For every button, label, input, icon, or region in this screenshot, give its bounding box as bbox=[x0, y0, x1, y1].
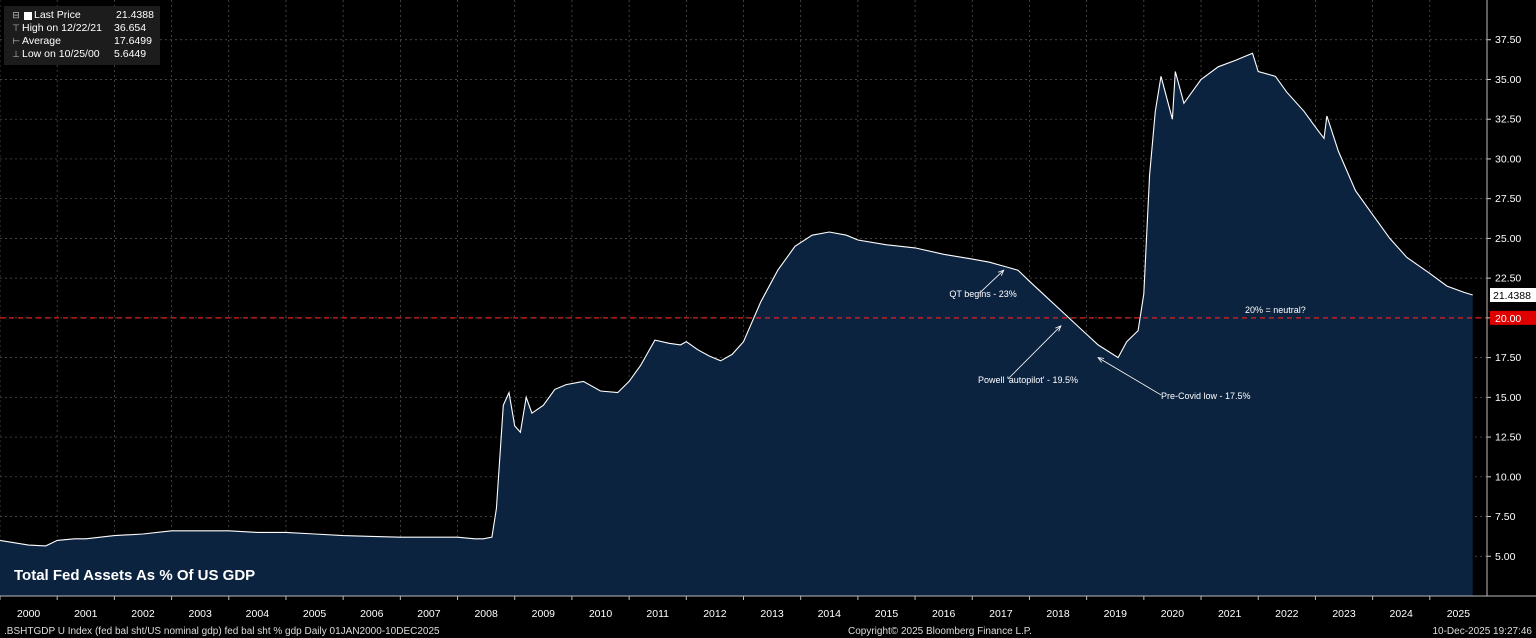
x-tick-label: 2007 bbox=[417, 608, 441, 620]
x-tick-label: 2002 bbox=[131, 608, 155, 620]
annotation-arrow bbox=[979, 269, 1004, 294]
legend-row-low: ⊥ Low on 10/25/00 5.6449 bbox=[10, 48, 154, 61]
x-tick-label: 2013 bbox=[760, 608, 784, 620]
legend-value: 21.4388 bbox=[116, 9, 154, 21]
legend-label: Average bbox=[22, 35, 61, 47]
x-tick-label: 2015 bbox=[875, 608, 899, 620]
x-tick-label: 2006 bbox=[360, 608, 384, 620]
y-tick-label: 32.50 bbox=[1495, 114, 1521, 126]
legend-label: Last Price bbox=[34, 9, 81, 21]
high-marker-icon: ⊤ bbox=[12, 23, 20, 33]
x-tick-label: 2016 bbox=[932, 608, 956, 620]
low-marker-icon: ⊥ bbox=[12, 49, 20, 59]
y-tick-label: 10.00 bbox=[1495, 471, 1521, 483]
x-tick-label: 2018 bbox=[1046, 608, 1070, 620]
x-tick-label: 2017 bbox=[989, 608, 1013, 620]
x-tick-label: 2009 bbox=[532, 608, 556, 620]
y-tick-label: 17.50 bbox=[1495, 352, 1521, 364]
last-price-tag-label: 21.4388 bbox=[1493, 290, 1531, 302]
x-tick-label: 2005 bbox=[303, 608, 327, 620]
y-tick-label: 30.00 bbox=[1495, 153, 1521, 165]
axes: 5.00 7.50 10.00 12.50 15.00 17.50 20.00 22.50 25… bbox=[0, 0, 1536, 620]
x-tick-label: 2023 bbox=[1332, 608, 1356, 620]
footer-security-description: .BSHTGDP U Index (fed bal sht/US nominal… bbox=[4, 626, 440, 637]
y-tick-label: 22.50 bbox=[1495, 273, 1521, 285]
x-tick-label: 2008 bbox=[474, 608, 498, 620]
x-tick-label: 2004 bbox=[246, 608, 270, 620]
legend-value: 17.6499 bbox=[114, 35, 152, 47]
chart-title: Total Fed Assets As % Of US GDP bbox=[14, 567, 256, 584]
footer-bar: .BSHTGDP U Index (fed bal sht/US nominal… bbox=[0, 625, 1536, 638]
annotation-label: Powell 'autopilot' - 19.5% bbox=[978, 375, 1078, 385]
x-tick-label: 2011 bbox=[646, 608, 669, 620]
y-tick-label: 5.00 bbox=[1495, 551, 1516, 563]
x-tick-label: 2025 bbox=[1447, 608, 1471, 620]
annotation-arrowhead bbox=[997, 269, 1005, 276]
reference-tag-label: 20.00 bbox=[1495, 313, 1521, 325]
last-price-tag bbox=[1490, 287, 1536, 302]
legend-label: High on 12/22/21 bbox=[22, 22, 102, 34]
series-area-fill bbox=[0, 53, 1473, 596]
series-line bbox=[0, 52, 1473, 547]
legend-value: 5.6449 bbox=[114, 48, 147, 60]
footer-copyright: Copyright© 2025 Bloomberg Finance L.P. bbox=[848, 626, 1032, 637]
legend-value: 36.654 bbox=[114, 22, 147, 34]
data-area bbox=[0, 52, 1473, 596]
collapse-icon[interactable]: ⊟ bbox=[12, 10, 20, 20]
square-icon bbox=[24, 11, 32, 20]
y-tick-label: 15.00 bbox=[1495, 392, 1521, 404]
x-tick-label: 2000 bbox=[17, 608, 41, 620]
x-tick-label: 2010 bbox=[589, 608, 613, 620]
legend-row-last-price: ⊟ Last Price 21.4388 bbox=[10, 9, 154, 22]
reference-tag bbox=[1490, 310, 1536, 325]
x-tick-label: 2012 bbox=[703, 608, 727, 620]
y-tick-label: 25.00 bbox=[1495, 233, 1521, 245]
legend-row-average: ⊢ Average 17.6499 bbox=[10, 35, 154, 48]
annotation-arrowhead bbox=[1097, 357, 1105, 363]
annotation-label: QT begins - 23% bbox=[949, 289, 1016, 299]
annotation-arrow bbox=[1097, 357, 1162, 396]
annotation-arrow bbox=[1007, 325, 1062, 380]
legend-label: Low on 10/25/00 bbox=[22, 48, 100, 60]
y-tick-label: 37.50 bbox=[1495, 34, 1521, 46]
x-tick-label: 2020 bbox=[1161, 608, 1185, 620]
x-tick-label: 2024 bbox=[1390, 608, 1414, 620]
y-tick-label: 27.50 bbox=[1495, 193, 1521, 205]
annotation-label: Pre-Covid low - 17.5% bbox=[1161, 391, 1251, 401]
y-tick-label: 7.50 bbox=[1495, 511, 1516, 523]
y-tick-label: 35.00 bbox=[1495, 74, 1521, 86]
annotation-label: 20% = neutral? bbox=[1245, 305, 1306, 315]
annotation-arrowhead bbox=[1055, 325, 1062, 332]
x-tick-label: 2014 bbox=[818, 608, 842, 620]
legend-box: ⊟ Last Price 21.4388 ⊤ High on 12/22/21 … bbox=[4, 6, 160, 65]
average-marker-icon: ⊢ bbox=[12, 36, 20, 46]
x-tick-label: 2022 bbox=[1275, 608, 1299, 620]
annotations: QT begins - 23% Powell 'autopilot' - 19.5… bbox=[949, 269, 1306, 401]
footer-timestamp: 10-Dec-2025 19:27:46 bbox=[1432, 626, 1532, 637]
x-tick-label: 2003 bbox=[188, 608, 212, 620]
x-tick-label: 2021 bbox=[1218, 608, 1242, 620]
x-tick-label: 2019 bbox=[1104, 608, 1128, 620]
x-tick-label: 2001 bbox=[74, 608, 98, 620]
legend-row-high: ⊤ High on 12/22/21 36.654 bbox=[10, 22, 154, 35]
y-tick-label: 12.50 bbox=[1495, 432, 1521, 444]
